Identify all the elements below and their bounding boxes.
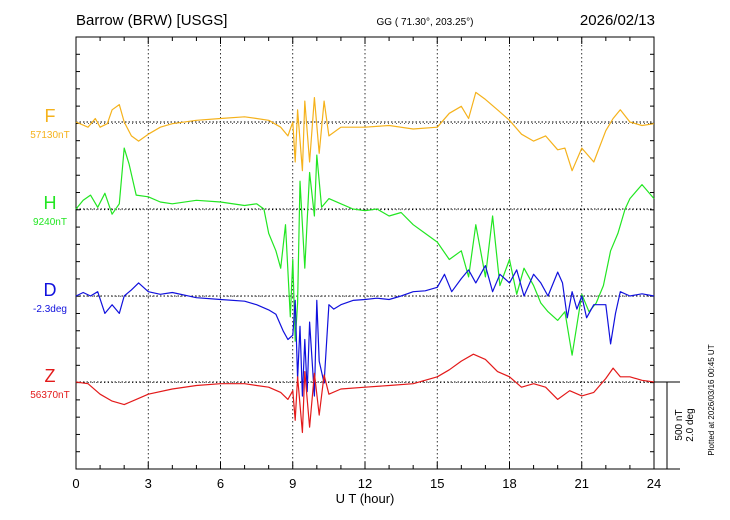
x-tick-label-3: 3 — [145, 476, 152, 491]
x-tick-marks — [75, 37, 655, 469]
series-baseline-h: 9240nT — [33, 217, 67, 228]
series-baseline-d: -2.3deg — [33, 304, 67, 315]
x-tick-label-21: 21 — [575, 476, 589, 491]
series-label-d: D -2.3deg — [33, 280, 67, 315]
series-line-z — [75, 353, 655, 434]
x-tick-label-12: 12 — [358, 476, 372, 491]
x-tick-labels: 0 3 6 9 12 15 18 21 24 — [72, 476, 661, 491]
series-label-z: Z 56370nT — [30, 366, 69, 401]
date-label: 2026/02/13 — [580, 12, 655, 29]
series-letter-d: D — [44, 280, 57, 300]
series-baseline-z: 56370nT — [30, 390, 69, 401]
x-tick-label-24: 24 — [647, 476, 661, 491]
plotted-at-label: Plotted at 2026/03/16 00:45 UT — [707, 344, 716, 455]
station-title: Barrow (BRW) [USGS] — [76, 12, 227, 29]
x-tick-label-15: 15 — [430, 476, 444, 491]
scale-bar: 500 nT 2.0 deg — [654, 381, 696, 470]
x-tick-label-0: 0 — [72, 476, 79, 491]
series-letter-z: Z — [45, 366, 56, 386]
series-line-d — [75, 265, 655, 397]
series-letter-f: F — [45, 106, 56, 126]
coords-label: GG ( 71.30°, 203.25°) — [377, 17, 474, 28]
x-tick-label-6: 6 — [217, 476, 224, 491]
scale-bar-deg: 2.0 deg — [685, 408, 696, 441]
series-baseline-f: 57130nT — [30, 130, 69, 141]
scale-bar-nt: 500 nT — [674, 409, 685, 440]
series-letter-h: H — [44, 193, 57, 213]
x-tick-label-9: 9 — [289, 476, 296, 491]
x-axis-label: U T (hour) — [336, 491, 395, 506]
series-line-f — [75, 91, 655, 172]
series-label-f: F 57130nT — [30, 106, 69, 141]
series-label-h: H 9240nT — [33, 193, 67, 228]
x-tick-label-18: 18 — [502, 476, 516, 491]
series-line-h — [75, 147, 655, 356]
series-lines — [75, 91, 655, 434]
grid-lines — [76, 37, 654, 469]
